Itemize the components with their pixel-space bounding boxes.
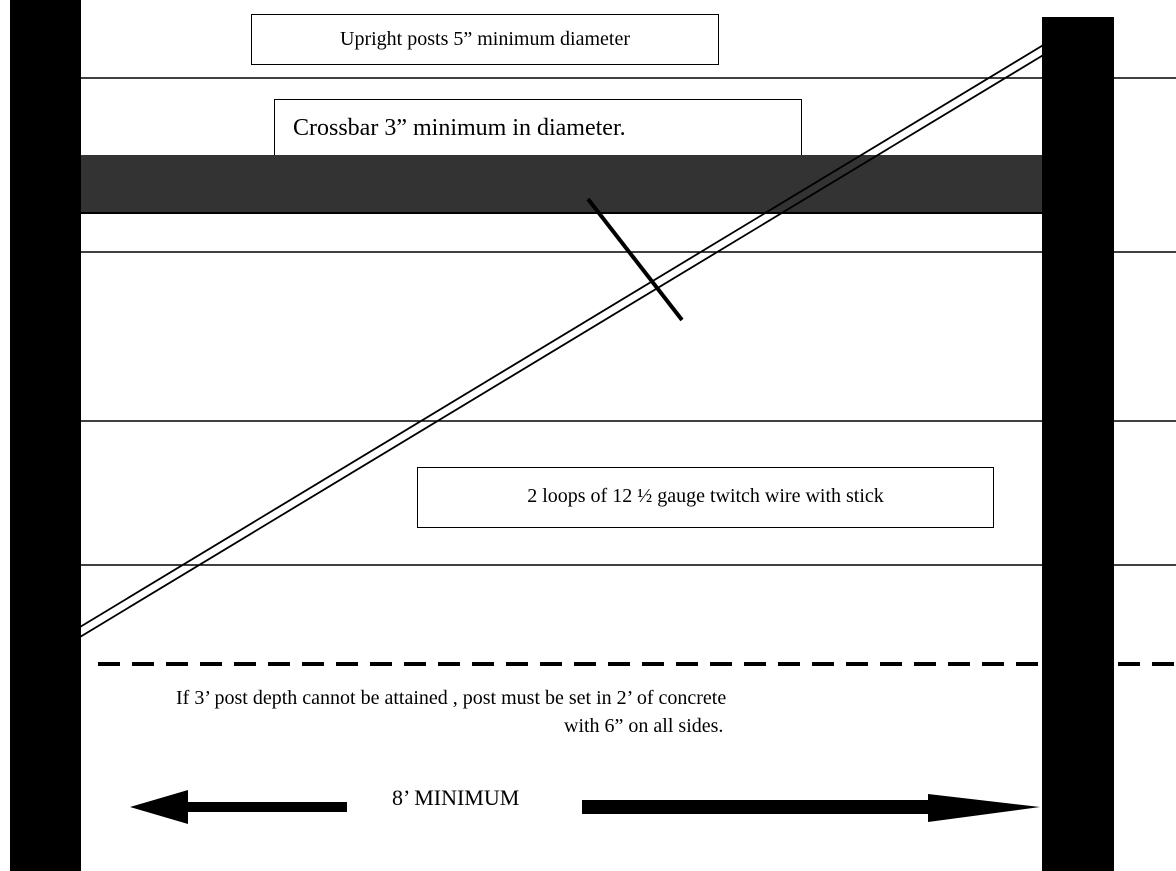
twitch-stick [586,197,684,322]
concrete-note-line-1: If 3’ post depth cannot be attained , po… [176,687,727,709]
upright-posts-label: Upright posts 5” minimum diameter [251,14,719,65]
twitch-wire-loop-2 [79,53,1046,638]
crossbar-label: Crossbar 3” minimum in diameter. [274,99,802,155]
left-upright-post [10,0,81,871]
right-dimension-arrow [582,794,1040,822]
left-dimension-arrow [130,790,347,824]
right-upright-post [1042,17,1114,871]
span-dimension-label: 8’ MINIMUM [392,785,520,810]
twitch-wire-loop-1 [79,43,1046,628]
concrete-note-line-2: with 6” on all sides. [564,715,724,737]
crossbar [80,155,1045,213]
twitch-wire-label: 2 loops of 12 ½ gauge twitch wire with s… [417,467,994,528]
